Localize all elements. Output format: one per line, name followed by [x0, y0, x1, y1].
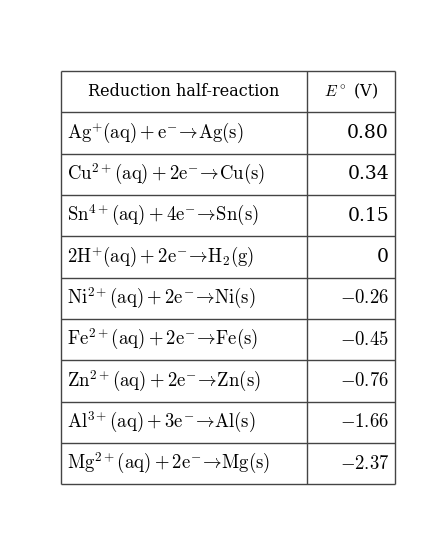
- Text: $-1.66$: $-1.66$: [340, 414, 389, 431]
- Text: 0: 0: [377, 248, 389, 266]
- Text: Reduction half-reaction: Reduction half-reaction: [88, 83, 279, 100]
- Text: $-2.37$: $-2.37$: [340, 455, 389, 473]
- Text: $\mathrm{Cu}^{2+}\mathrm{(aq) + 2e}^{-}\!\rightarrow\!\mathrm{Cu(s)}$: $\mathrm{Cu}^{2+}\mathrm{(aq) + 2e}^{-}\…: [67, 162, 265, 187]
- Text: 0.34: 0.34: [348, 166, 389, 183]
- Text: $\mathrm{Zn}^{2+}\mathrm{(aq) + 2e}^{-}\!\rightarrow\!\mathrm{Zn(s)}$: $\mathrm{Zn}^{2+}\mathrm{(aq) + 2e}^{-}\…: [67, 368, 261, 394]
- Text: $\mathrm{Fe}^{2+}\mathrm{(aq) + 2e}^{-}\!\rightarrow\!\mathrm{Fe(s)}$: $\mathrm{Fe}^{2+}\mathrm{(aq) + 2e}^{-}\…: [67, 327, 258, 353]
- Text: 0.80: 0.80: [347, 124, 389, 142]
- Text: $\mathrm{Ni}^{2+}\mathrm{(aq) + 2e}^{-}\!\rightarrow\!\mathrm{Ni(s)}$: $\mathrm{Ni}^{2+}\mathrm{(aq) + 2e}^{-}\…: [67, 286, 256, 311]
- Text: $\mathrm{Al}^{3+}\mathrm{(aq) + 3e}^{-}\!\rightarrow\!\mathrm{Al(s)}$: $\mathrm{Al}^{3+}\mathrm{(aq) + 3e}^{-}\…: [67, 410, 256, 435]
- Text: $\mathit{E}^\circ$ (V): $\mathit{E}^\circ$ (V): [324, 82, 378, 101]
- Text: $\mathrm{Sn}^{4+}\mathrm{(aq) + 4e}^{-}\!\rightarrow\!\mathrm{Sn(s)}$: $\mathrm{Sn}^{4+}\mathrm{(aq) + 4e}^{-}\…: [67, 203, 259, 228]
- Text: $\mathrm{Mg}^{2+}\mathrm{(aq) + 2e}^{-}\!\rightarrow\!\mathrm{Mg(s)}$: $\mathrm{Mg}^{2+}\mathrm{(aq) + 2e}^{-}\…: [67, 451, 270, 476]
- Text: $-0.26$: $-0.26$: [340, 289, 389, 307]
- Text: 0.15: 0.15: [348, 207, 389, 225]
- Text: $\mathrm{Ag}^{+}\mathrm{(aq) + e}^{-}\!\rightarrow\!\mathrm{Ag(s)}$: $\mathrm{Ag}^{+}\mathrm{(aq) + e}^{-}\!\…: [67, 121, 243, 145]
- Text: $-0.76$: $-0.76$: [340, 372, 389, 390]
- Text: $-0.45$: $-0.45$: [340, 331, 389, 349]
- Text: $\mathrm{2H}^{+}\mathrm{(aq) + 2e}^{-}\!\rightarrow\!\mathrm{H_2(g)}$: $\mathrm{2H}^{+}\mathrm{(aq) + 2e}^{-}\!…: [67, 245, 254, 270]
